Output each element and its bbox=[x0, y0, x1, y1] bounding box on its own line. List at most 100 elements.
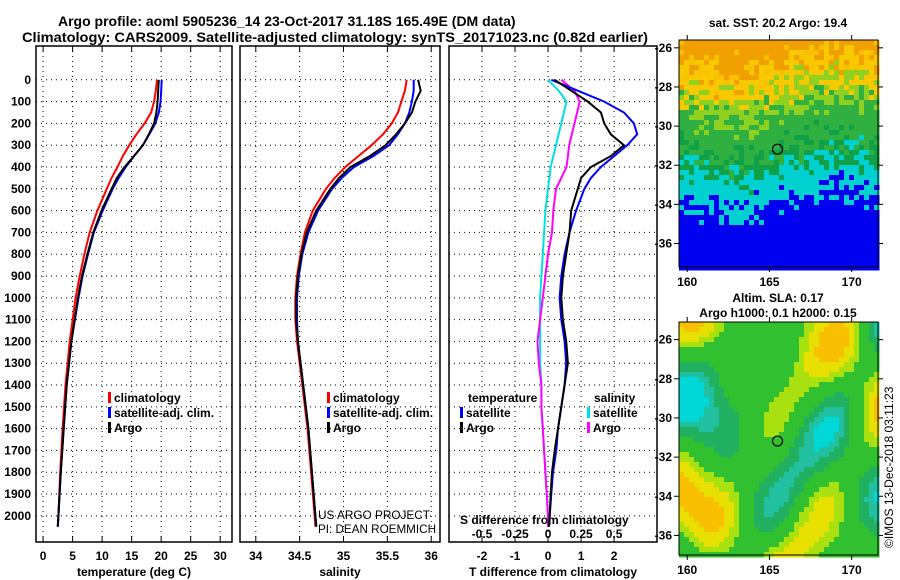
map-cell bbox=[784, 65, 790, 71]
map-cell bbox=[724, 195, 730, 201]
map-cell bbox=[834, 427, 840, 433]
map-cell bbox=[739, 397, 745, 403]
map-cell bbox=[699, 402, 705, 408]
map-cell bbox=[864, 40, 870, 46]
map-cell bbox=[814, 70, 820, 76]
map-cell bbox=[689, 215, 695, 221]
map-cell bbox=[799, 165, 805, 171]
map-cell bbox=[774, 135, 780, 141]
map-cell bbox=[849, 245, 855, 251]
map-cell bbox=[809, 115, 815, 121]
map-cell bbox=[779, 512, 785, 518]
map-cell bbox=[714, 487, 720, 493]
map-cell bbox=[794, 120, 800, 126]
map-cell bbox=[859, 517, 865, 523]
credit-pi: PI: DEAN ROEMMICH bbox=[318, 522, 436, 536]
map-cell bbox=[764, 452, 770, 458]
map-cell bbox=[679, 190, 685, 196]
map-cell bbox=[849, 422, 855, 428]
map-cell bbox=[869, 477, 875, 483]
map-cell bbox=[784, 120, 790, 126]
map-cell bbox=[694, 165, 700, 171]
map-cell bbox=[839, 165, 845, 171]
map-cell bbox=[854, 387, 860, 393]
map-cell bbox=[739, 377, 745, 383]
map-cell bbox=[844, 225, 850, 231]
sla-map-subtitle: Argo h1000: 0.1 h2000: 0.15 bbox=[699, 306, 857, 320]
map-cell bbox=[799, 512, 805, 518]
map-cell bbox=[749, 417, 755, 423]
map-cell bbox=[814, 185, 820, 191]
map-cell bbox=[789, 155, 795, 161]
map-cell bbox=[874, 482, 880, 488]
map-cell bbox=[794, 452, 800, 458]
map-cell bbox=[714, 205, 720, 211]
map-cell bbox=[719, 225, 725, 231]
map-cell bbox=[739, 115, 745, 121]
map-cell bbox=[764, 357, 770, 363]
map-cell bbox=[864, 265, 870, 271]
map-cell bbox=[804, 265, 810, 271]
map-cell bbox=[774, 477, 780, 483]
map-cell bbox=[789, 347, 795, 353]
map-cell bbox=[704, 250, 710, 256]
map-cell bbox=[859, 452, 865, 458]
map-cell bbox=[724, 477, 730, 483]
map-cell bbox=[754, 180, 760, 186]
map-cell bbox=[769, 220, 775, 226]
map-cell bbox=[824, 437, 830, 443]
map-cell bbox=[769, 407, 775, 413]
map-cell bbox=[839, 442, 845, 448]
map-cell bbox=[759, 130, 765, 136]
map-cell bbox=[754, 165, 760, 171]
map-cell bbox=[784, 487, 790, 493]
x-tick-label: 35 bbox=[337, 549, 351, 563]
map-cell bbox=[749, 427, 755, 433]
map-cell bbox=[814, 502, 820, 508]
map-cell bbox=[689, 235, 695, 241]
map-cell bbox=[689, 150, 695, 156]
map-cell bbox=[699, 487, 705, 493]
map-cell bbox=[869, 487, 875, 493]
map-cell bbox=[769, 105, 775, 111]
x-tick-label: 10 bbox=[95, 549, 109, 563]
map-cell bbox=[709, 65, 715, 71]
map-cell bbox=[854, 235, 860, 241]
map-cell bbox=[764, 447, 770, 453]
map-cell bbox=[814, 427, 820, 433]
map-cell bbox=[789, 322, 795, 328]
map-cell bbox=[709, 437, 715, 443]
map-cell bbox=[809, 442, 815, 448]
map-cell bbox=[864, 392, 870, 398]
map-cell bbox=[869, 332, 875, 338]
map-cell bbox=[769, 522, 775, 528]
map-cell bbox=[794, 332, 800, 338]
map-cell bbox=[764, 347, 770, 353]
map-cell bbox=[754, 55, 760, 61]
map-cell bbox=[749, 80, 755, 86]
map-cell bbox=[844, 527, 850, 533]
y-tick-label: 800 bbox=[11, 247, 31, 261]
map-cell bbox=[719, 462, 725, 468]
map-cell bbox=[724, 205, 730, 211]
map-cell bbox=[839, 125, 845, 131]
map-cell bbox=[684, 65, 690, 71]
map-cell bbox=[804, 60, 810, 66]
map-cell bbox=[859, 220, 865, 226]
map-cell bbox=[809, 265, 815, 271]
map-cell bbox=[709, 337, 715, 343]
map-cell bbox=[874, 542, 880, 548]
map-cell bbox=[684, 442, 690, 448]
map-cell bbox=[834, 527, 840, 533]
legend-swatch bbox=[327, 392, 330, 403]
map-cell bbox=[754, 442, 760, 448]
map-cell bbox=[819, 240, 825, 246]
map-cell bbox=[849, 175, 855, 181]
argo-location-marker bbox=[771, 435, 784, 447]
s-axis-label: S difference from climatology bbox=[460, 513, 629, 527]
map-cell bbox=[769, 397, 775, 403]
map-cell bbox=[779, 105, 785, 111]
map-cell bbox=[859, 55, 865, 61]
map-cell bbox=[854, 245, 860, 251]
